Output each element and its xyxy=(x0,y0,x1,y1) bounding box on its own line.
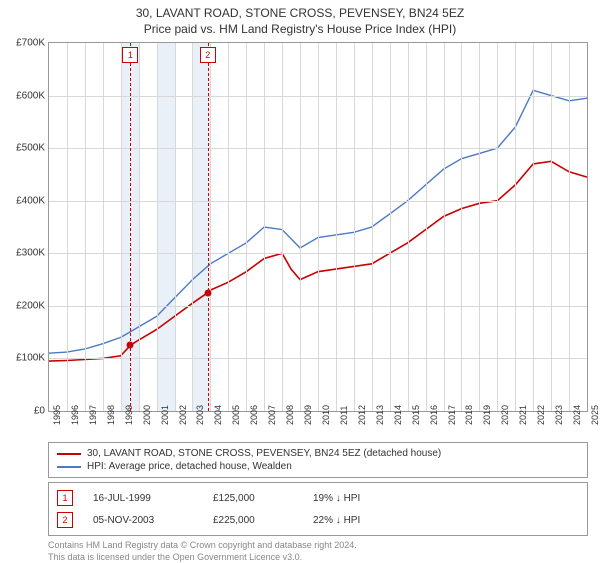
gridline-v xyxy=(372,43,373,411)
legend-row: 30, LAVANT ROAD, STONE CROSS, PEVENSEY, … xyxy=(57,447,579,460)
x-axis-label: 1998 xyxy=(106,405,116,425)
x-axis-label: 2005 xyxy=(231,405,241,425)
x-axis-label: 1996 xyxy=(70,405,80,425)
x-axis-label: 2024 xyxy=(572,405,582,425)
gridline-v xyxy=(282,43,283,411)
y-axis-label: £100K xyxy=(3,353,45,364)
y-axis-label: £600K xyxy=(3,90,45,101)
x-axis-label: 2010 xyxy=(321,405,331,425)
chart-title-1: 30, LAVANT ROAD, STONE CROSS, PEVENSEY, … xyxy=(0,0,600,20)
event-line xyxy=(208,43,209,411)
chart-plot-area: £0£100K£200K£300K£400K£500K£600K£700K199… xyxy=(48,42,588,412)
legend-row: HPI: Average price, detached house, Weal… xyxy=(57,460,579,473)
x-axis-label: 2001 xyxy=(160,405,170,425)
x-axis-label: 2006 xyxy=(249,405,259,425)
x-axis-label: 2004 xyxy=(213,405,223,425)
x-axis-label: 2022 xyxy=(536,405,546,425)
x-axis-label: 1995 xyxy=(52,405,62,425)
event-pct: 19% ↓ HPI xyxy=(313,493,403,504)
events-table: 1 16-JUL-1999 £125,000 19% ↓ HPI 2 05-NOV-200… xyxy=(48,482,588,536)
x-axis-label: 2017 xyxy=(447,405,457,425)
gridline-v xyxy=(175,43,176,411)
legend-swatch xyxy=(57,453,81,455)
x-axis-label: 1997 xyxy=(88,405,98,425)
event-line xyxy=(130,43,131,411)
event-marker: 1 xyxy=(122,47,138,63)
y-axis-label: £400K xyxy=(3,195,45,206)
x-axis-label: 2012 xyxy=(357,405,367,425)
gridline-v xyxy=(569,43,570,411)
x-axis-label: 2025 xyxy=(590,405,600,425)
event-table-row: 2 05-NOV-2003 £225,000 22% ↓ HPI xyxy=(57,509,579,531)
event-num: 1 xyxy=(57,490,73,506)
x-axis-label: 2002 xyxy=(178,405,188,425)
event-num: 2 xyxy=(57,512,73,528)
gridline-v xyxy=(408,43,409,411)
x-axis-label: 2007 xyxy=(267,405,277,425)
gridline-v xyxy=(264,43,265,411)
event-price: £225,000 xyxy=(213,515,293,526)
gridline-v xyxy=(139,43,140,411)
y-axis-label: £200K xyxy=(3,300,45,311)
event-date: 05-NOV-2003 xyxy=(93,515,193,526)
gridline-v xyxy=(103,43,104,411)
footer-line-1: Contains HM Land Registry data © Crown c… xyxy=(48,540,588,552)
gridline-v xyxy=(336,43,337,411)
gridline-v xyxy=(246,43,247,411)
y-axis-label: £500K xyxy=(3,143,45,154)
x-axis-label: 2000 xyxy=(142,405,152,425)
event-marker: 2 xyxy=(200,47,216,63)
gridline-v xyxy=(390,43,391,411)
y-axis-label: £300K xyxy=(3,248,45,259)
event-date: 16-JUL-1999 xyxy=(93,493,193,504)
legend-swatch xyxy=(57,466,81,468)
x-axis-label: 2023 xyxy=(554,405,564,425)
gridline-v xyxy=(497,43,498,411)
gridline-v xyxy=(67,43,68,411)
event-dot xyxy=(127,342,134,349)
gridline-v xyxy=(210,43,211,411)
y-axis-label: £0 xyxy=(3,406,45,417)
gridline-v xyxy=(461,43,462,411)
event-dot xyxy=(204,289,211,296)
gridline-v xyxy=(318,43,319,411)
x-axis-label: 2019 xyxy=(482,405,492,425)
footer-line-2: This data is licensed under the Open Gov… xyxy=(48,552,588,563)
x-axis-label: 2018 xyxy=(464,405,474,425)
gridline-v xyxy=(192,43,193,411)
y-axis-label: £700K xyxy=(3,38,45,49)
event-price: £125,000 xyxy=(213,493,293,504)
chart-container: 30, LAVANT ROAD, STONE CROSS, PEVENSEY, … xyxy=(0,0,600,560)
x-axis-label: 2015 xyxy=(411,405,421,425)
gridline-v xyxy=(300,43,301,411)
gridline-v xyxy=(479,43,480,411)
x-axis-label: 2011 xyxy=(339,406,349,425)
gridline-v xyxy=(426,43,427,411)
gridline-v xyxy=(228,43,229,411)
gridline-v xyxy=(515,43,516,411)
event-table-row: 1 16-JUL-1999 £125,000 19% ↓ HPI xyxy=(57,487,579,509)
legend-label: 30, LAVANT ROAD, STONE CROSS, PEVENSEY, … xyxy=(87,448,441,459)
chart-title-2: Price paid vs. HM Land Registry's House … xyxy=(0,20,600,42)
gridline-v xyxy=(551,43,552,411)
x-axis-label: 1999 xyxy=(124,405,134,425)
event-pct: 22% ↓ HPI xyxy=(313,515,403,526)
legend-box: 30, LAVANT ROAD, STONE CROSS, PEVENSEY, … xyxy=(48,442,588,478)
legend-label: HPI: Average price, detached house, Weal… xyxy=(87,461,292,472)
gridline-v xyxy=(121,43,122,411)
gridline-v xyxy=(354,43,355,411)
gridline-v xyxy=(157,43,158,411)
x-axis-label: 2008 xyxy=(285,405,295,425)
x-axis-label: 2016 xyxy=(429,405,439,425)
x-axis-label: 2003 xyxy=(195,405,205,425)
x-axis-label: 2021 xyxy=(518,405,528,425)
x-axis-label: 2014 xyxy=(393,405,403,425)
gridline-v xyxy=(85,43,86,411)
gridline-v xyxy=(533,43,534,411)
x-axis-label: 2013 xyxy=(375,405,385,425)
gridline-v xyxy=(444,43,445,411)
x-axis-label: 2020 xyxy=(500,405,510,425)
x-axis-label: 2009 xyxy=(303,405,313,425)
